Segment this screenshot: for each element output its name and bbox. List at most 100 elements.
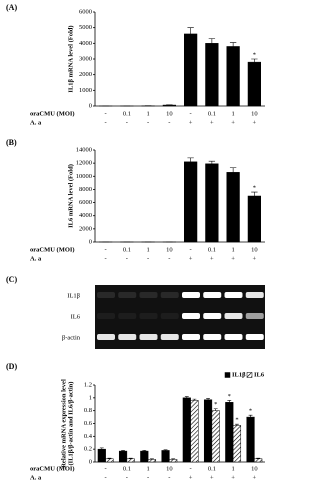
annotation: *	[228, 393, 231, 400]
gel-band	[224, 292, 243, 298]
gel-band	[203, 334, 222, 340]
bar	[211, 410, 220, 463]
error-bar	[208, 160, 216, 164]
annotation: *	[253, 185, 256, 192]
annotation: *	[235, 417, 238, 424]
bar	[247, 195, 261, 243]
x-tick-label: 10	[166, 465, 173, 472]
error-bar	[171, 458, 176, 460]
y-tick-label: 0.8	[84, 407, 92, 414]
error-bar	[256, 457, 261, 459]
x-tick-label: -	[168, 119, 170, 126]
bar	[203, 399, 213, 463]
x-tick-label: -	[147, 119, 149, 126]
bar	[205, 163, 219, 243]
row-label: A. a	[30, 255, 42, 262]
gel-band	[97, 292, 115, 298]
x-tick-label: 0.1	[208, 110, 216, 117]
x-tick-label: -	[190, 110, 192, 117]
x-tick-label: 1	[232, 246, 235, 253]
error-bar	[251, 191, 258, 196]
bar	[105, 458, 114, 463]
gel-band	[224, 313, 243, 319]
bar	[169, 459, 178, 463]
error-bar	[150, 458, 154, 460]
error-bar	[163, 449, 168, 451]
row-label: oraCMU (MOI)	[30, 465, 75, 472]
row-label: A. a	[30, 119, 42, 126]
gel-band	[245, 292, 264, 298]
x-tick-label: 0.1	[208, 246, 216, 253]
error-bar	[192, 398, 197, 401]
x-tick-label: -	[190, 246, 192, 253]
bar	[140, 450, 149, 463]
bar	[246, 416, 255, 463]
x-tick-label: -	[105, 474, 107, 481]
x-tick-label: -	[126, 255, 128, 262]
error-bar	[128, 457, 133, 459]
row-label: oraCMU (MOI)	[30, 110, 75, 117]
figure: (A) (B) (C) (D) IL1β IL6 β-actin 0100020…	[6, 3, 265, 481]
error-bar	[235, 423, 239, 426]
bar	[162, 104, 176, 107]
gel-band	[139, 313, 158, 319]
y-tick-label: 2000	[79, 225, 92, 232]
x-tick-label: +	[253, 255, 257, 262]
bar	[247, 61, 261, 107]
bar	[232, 425, 242, 463]
x-tick-label: -	[105, 465, 107, 472]
bar	[97, 448, 106, 463]
gel-band	[139, 334, 158, 340]
y-tick-label: 6000	[79, 199, 92, 206]
x-tick-label: +	[189, 119, 193, 126]
gel-band	[203, 292, 222, 298]
y-tick-label: 6000	[79, 8, 92, 15]
x-tick-label: 0.1	[123, 110, 131, 117]
x-tick-label: +	[210, 255, 214, 262]
gel-band	[118, 292, 137, 298]
panel-label: (D)	[6, 362, 17, 371]
y-axis-label: Relative mRNA expression level	[60, 379, 67, 468]
annotation: *	[253, 51, 256, 58]
bar	[226, 172, 240, 243]
y-tick-label: 14000	[76, 146, 92, 153]
bar	[182, 397, 191, 463]
gel-label: β-actin	[62, 334, 81, 341]
x-tick-label: +	[210, 474, 214, 481]
x-tick-label: 1	[232, 465, 235, 472]
y-tick-label: 2000	[79, 71, 92, 78]
bar	[205, 43, 219, 107]
error-bar	[187, 157, 194, 162]
gel-band	[160, 334, 179, 340]
gel-band	[224, 334, 243, 340]
y-axis-label: IL6 mRNA level (Fold)	[67, 164, 74, 228]
y-tick-label: 5000	[79, 24, 92, 31]
x-tick-label: -	[105, 246, 107, 253]
y-tick-label: 4000	[79, 212, 92, 219]
legend-label: IL6	[254, 371, 265, 378]
x-tick-label: +	[231, 255, 235, 262]
x-tick-label: 10	[166, 246, 173, 253]
x-tick-label: +	[210, 119, 214, 126]
x-tick-label: +	[253, 474, 257, 481]
x-tick-label: -	[105, 255, 107, 262]
annotation: *	[249, 408, 252, 415]
bar	[184, 33, 198, 107]
gel-band	[245, 334, 264, 340]
x-tick-label: -	[126, 474, 128, 481]
panel-label: (A)	[6, 3, 17, 12]
gel-band	[203, 313, 222, 319]
error-bar	[251, 58, 258, 63]
x-tick-label: -	[147, 255, 149, 262]
y-tick-label: 0.4	[84, 433, 93, 440]
x-tick-label: +	[253, 119, 257, 126]
bar	[161, 450, 170, 463]
x-tick-label: 10	[166, 110, 173, 117]
error-bar	[142, 450, 147, 452]
bar	[225, 402, 234, 463]
y-tick-label: 4000	[79, 40, 92, 47]
y-tick-label: 0	[89, 458, 92, 465]
y-axis-label: IL1β mRNA level (Fold)	[67, 25, 74, 92]
gel-band	[160, 292, 179, 298]
